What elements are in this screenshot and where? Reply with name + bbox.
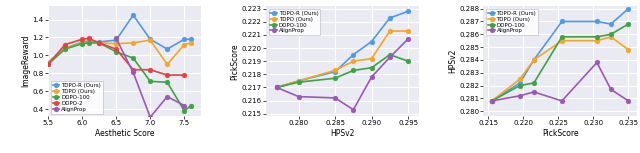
Y-axis label: ImageReward: ImageReward	[22, 35, 31, 88]
Y-axis label: PickScore: PickScore	[230, 43, 239, 80]
Legend: TDPO-R (Ours), TDPO (Ours), DDPO-100, AlignProp: TDPO-R (Ours), TDPO (Ours), DDPO-100, Al…	[486, 9, 538, 35]
X-axis label: Aesthetic Score: Aesthetic Score	[95, 129, 154, 138]
X-axis label: PickScore: PickScore	[542, 129, 579, 138]
Legend: TDPO-R (Ours), TDPO (Ours), DDPO-100, DDPO-2, AlignProp: TDPO-R (Ours), TDPO (Ours), DDPO-100, DD…	[51, 81, 103, 114]
Legend: TDPO-R (Ours), TDPO (Ours), DDPO-100, AlignProp: TDPO-R (Ours), TDPO (Ours), DDPO-100, Al…	[269, 9, 321, 35]
X-axis label: HPSv2: HPSv2	[330, 129, 355, 138]
Y-axis label: HPSv2: HPSv2	[448, 49, 457, 73]
